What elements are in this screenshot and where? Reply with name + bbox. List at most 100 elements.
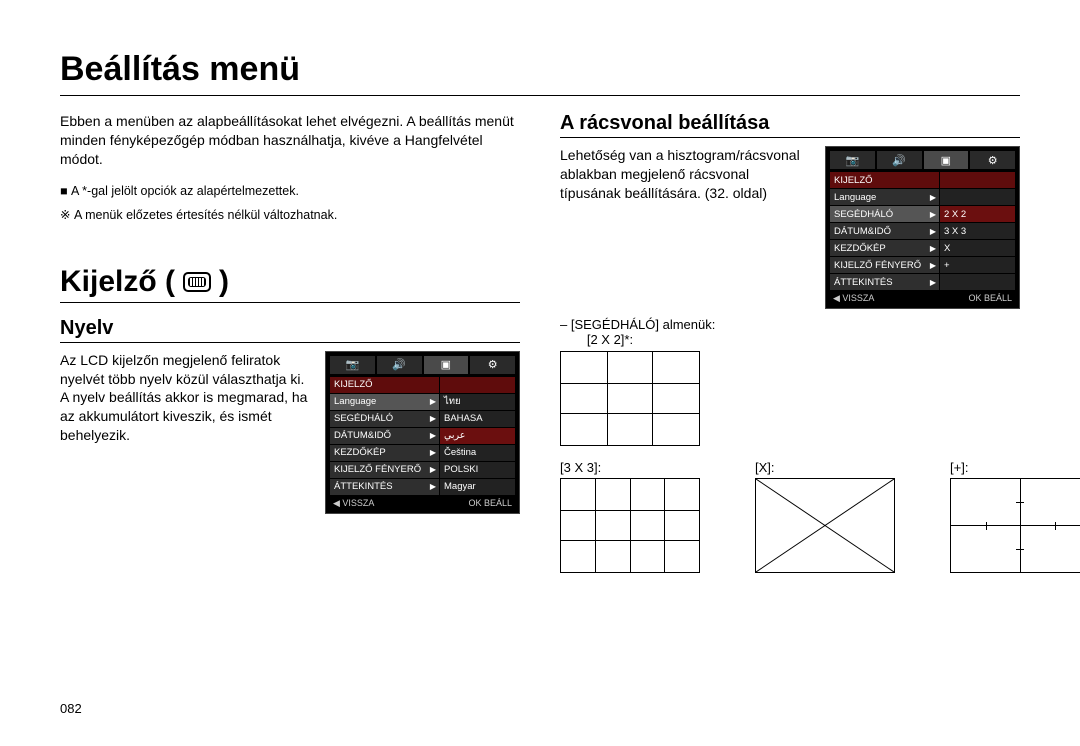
lcd-item: SEGÉDHÁLÓ ▶ 2 X 2 — [830, 206, 1015, 222]
lcd-ok: OK BEÁLL — [468, 498, 512, 509]
lcd-left: ÁTTEKINTÉS — [334, 481, 393, 492]
lcd-right — [940, 274, 1015, 290]
lcd-back: ◀ VISSZA — [833, 293, 874, 304]
lcd-footer: ◀ VISSZA OK BEÁLL — [830, 291, 1015, 304]
lcd-right: BAHASA — [440, 411, 515, 427]
lcd-left: SEGÉDHÁLÓ — [334, 413, 393, 424]
lcd-header: KIJELZŐ — [330, 377, 515, 393]
opt-3x3-label: [3 X 3]: — [560, 460, 700, 475]
tab-sound-icon: 🔊 — [377, 356, 422, 374]
intro-text: Ebben a menüben az alapbeállításokat leh… — [60, 112, 520, 169]
lcd-right: POLSKI — [440, 462, 515, 478]
lcd-ok: OK BEÁLL — [968, 293, 1012, 304]
lcd-item: Language ▶ — [830, 189, 1015, 205]
tab-display-icon: ▣ — [924, 151, 969, 169]
nyelv-row: Az LCD kijelzőn megjelenő feliratok nyel… — [60, 351, 520, 514]
chevron-right-icon: ▶ — [430, 448, 436, 457]
lcd-item: ÁTTEKINTÉS▶Magyar — [330, 479, 515, 495]
chevron-right-icon: ▶ — [930, 227, 936, 236]
display-icon — [183, 272, 211, 292]
right-column: A rácsvonal beállítása Lehetőség van a h… — [560, 112, 1020, 583]
sub-grid: A rácsvonal beállítása — [560, 112, 1020, 138]
grid-options-row: [3 X 3]: [X]: [+]: — [560, 460, 1020, 573]
grid-3x3-diagram — [560, 478, 700, 573]
chevron-right-icon: ▶ — [430, 465, 436, 474]
chevron-right-icon: ▶ — [430, 414, 436, 423]
lcd-left: KEZDŐKÉP — [334, 447, 386, 458]
submenu-prefix: – [SEGÉDHÁLÓ] almenük: — [560, 317, 715, 332]
lcd-tabs: 📷 🔊 ▣ ⚙ — [330, 356, 515, 374]
page-title: Beállítás menü — [60, 50, 1020, 96]
section-kijelzo: Kijelző ( ) — [60, 265, 520, 303]
lcd-header-label: KIJELZŐ — [330, 377, 440, 393]
grid-x-diagram — [755, 478, 895, 573]
nyelv-text: Az LCD kijelzőn megjelenő feliratok nyel… — [60, 351, 311, 445]
bullet-marker: ※ — [60, 208, 70, 222]
submenu-label: – [SEGÉDHÁLÓ] almenük: [2 X 2]*: — [576, 317, 1020, 347]
chevron-right-icon: ▶ — [930, 261, 936, 270]
lcd-item: KIJELZŐ FÉNYERŐ ▶ POLSKI — [330, 462, 515, 478]
lcd-left: Language — [334, 396, 376, 407]
lcd-right: X — [940, 240, 1015, 256]
lcd-back: ◀ VISSZA — [333, 498, 374, 509]
lcd-item: DÁTUM&IDŐ ▶ عربي — [330, 428, 515, 444]
section-label: Kijelző ( — [60, 265, 175, 299]
opt-plus-label: [+]: — [950, 460, 1080, 475]
tab-settings-icon: ⚙ — [470, 356, 515, 374]
note1: A *-gal jelölt opciók az alapértelmezett… — [71, 184, 299, 198]
lcd-right: + — [940, 257, 1015, 273]
lcd-right: 2 X 2 — [940, 206, 1015, 222]
lcd-left: DÁTUM&IDŐ — [334, 430, 391, 441]
opt-x: [X]: — [755, 460, 895, 573]
lcd-item: SEGÉDHÁLÓ ▶ BAHASA — [330, 411, 515, 427]
chevron-right-icon: ▶ — [430, 397, 436, 406]
lcd-footer: ◀ VISSZA OK BEÁLL — [330, 496, 515, 509]
grid-intro-row: Lehetőség van a hisztogram/rácsvonal abl… — [560, 146, 1020, 309]
lcd-left: SEGÉDHÁLÓ — [834, 209, 893, 220]
lcd-screenshot-nyelv: 📷 🔊 ▣ ⚙ KIJELZŐ Language ▶ ไทย SEGÉDHÁLÓ ▶ B… — [325, 351, 520, 514]
lcd-tabs: 📷 🔊 ▣ ⚙ — [830, 151, 1015, 169]
lcd-left: KIJELZŐ FÉNYERŐ — [834, 260, 921, 271]
left-column: Ebben a menüben az alapbeállításokat leh… — [60, 112, 520, 583]
lcd-item: ÁTTEKINTÉS ▶ — [830, 274, 1015, 290]
lcd-left: KEZDŐKÉP — [834, 243, 886, 254]
lcd-right: Čeština — [440, 445, 515, 461]
chevron-right-icon: ▶ — [930, 244, 936, 253]
lcd-right: 3 X 3 — [940, 223, 1015, 239]
lcd-header: KIJELZŐ — [830, 172, 1015, 188]
sub-nyelv: Nyelv — [60, 317, 520, 343]
opt-plus: [+]: — [950, 460, 1080, 573]
lcd-header-label: KIJELZŐ — [830, 172, 940, 188]
chevron-right-icon: ▶ — [930, 210, 936, 219]
tab-camera-icon: 📷 — [830, 151, 875, 169]
lcd-right: ไทย — [440, 394, 515, 410]
opt-x-label: [X]: — [755, 460, 895, 475]
lcd-right: عربي — [440, 428, 515, 444]
page-number: 082 — [60, 701, 82, 716]
chevron-right-icon: ▶ — [930, 278, 936, 287]
grid-plus-diagram — [950, 478, 1080, 573]
chevron-right-icon: ▶ — [430, 431, 436, 440]
lcd-item: Language ▶ ไทย — [330, 394, 515, 410]
chevron-right-icon: ▶ — [930, 193, 936, 202]
grid-2x2-diagram — [560, 351, 700, 446]
chevron-right-icon: ▶ — [430, 482, 436, 491]
lcd-item: KEZDŐKÉP ▶ X — [830, 240, 1015, 256]
tab-display-icon: ▣ — [424, 356, 469, 374]
lcd-left: DÁTUM&IDŐ — [834, 226, 891, 237]
lcd-left: KIJELZŐ FÉNYERŐ — [334, 464, 421, 475]
opt-3x3: [3 X 3]: — [560, 460, 700, 573]
lcd-right — [940, 189, 1015, 205]
opt-2x2-label: [2 X 2]*: — [587, 332, 633, 347]
tab-settings-icon: ⚙ — [970, 151, 1015, 169]
bullet-marker: ■ — [60, 184, 68, 198]
lcd-item: KEZDŐKÉP ▶ Čeština — [330, 445, 515, 461]
notes: ■ A *-gal jelölt opciók az alapértelmeze… — [60, 181, 520, 225]
tab-camera-icon: 📷 — [330, 356, 375, 374]
lcd-item: KIJELZŐ FÉNYERŐ ▶ + — [830, 257, 1015, 273]
lcd-left: ÁTTEKINTÉS — [834, 277, 893, 288]
lcd-left: Language — [834, 192, 876, 203]
lcd-item: DÁTUM&IDŐ ▶ 3 X 3 — [830, 223, 1015, 239]
section-label-close: ) — [219, 265, 229, 299]
note2: A menük előzetes értesítés nélkül változ… — [74, 208, 337, 222]
